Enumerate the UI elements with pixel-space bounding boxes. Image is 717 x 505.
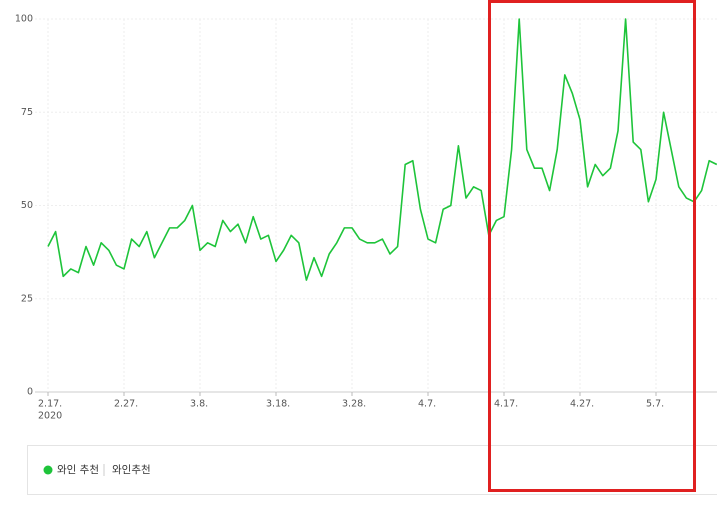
legend-label: 와인 추천: [57, 464, 99, 476]
y-tick-label: 50: [21, 200, 33, 211]
x-tick-label: 2.27.: [114, 399, 138, 410]
y-tick-label: 100: [15, 14, 33, 25]
y-tick-label: 0: [27, 387, 33, 398]
y-tick-label: 25: [21, 293, 33, 304]
x-tick-label: 3.28.: [342, 399, 366, 410]
x-year-label: 2020: [38, 411, 62, 422]
x-tick-label: 2.17.: [38, 399, 62, 410]
x-tick-label: 3.18.: [266, 399, 290, 410]
y-tick-label: 75: [21, 107, 33, 118]
legend-box: [27, 445, 717, 495]
highlight-box: [488, 0, 696, 492]
x-tick-label: 4.17.: [494, 399, 518, 410]
x-tick-label: 3.8.: [190, 399, 208, 410]
series-line: [47, 18, 717, 281]
x-tick-label: 4.27.: [570, 399, 594, 410]
legend-swatch: [43, 465, 53, 475]
legend-detail: 와인추천: [112, 464, 151, 476]
x-tick-label: 4.7.: [418, 399, 436, 410]
x-tick-label: 5.7.: [646, 399, 664, 410]
